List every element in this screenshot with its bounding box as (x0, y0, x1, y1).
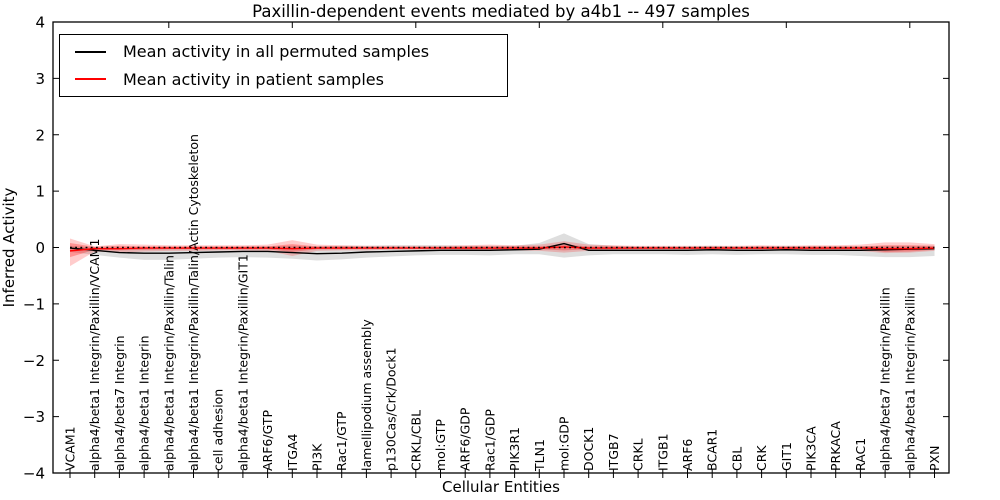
x-tick-label: alpha4/beta1 Integrin/Paxillin (902, 287, 917, 471)
x-tick-label: ITGB1 (655, 433, 670, 471)
y-tick-label: 4 (35, 14, 45, 32)
x-tick-label: TLN1 (532, 439, 547, 472)
x-tick-label: alpha4/beta1 Integrin/Paxillin/VCAM1 (87, 239, 102, 471)
x-tick-label: DOCK1 (581, 427, 596, 471)
y-tick-label: −4 (23, 465, 45, 483)
x-tick-label: ARF6/GTP (260, 410, 275, 471)
x-tick-label: PXN (927, 446, 942, 471)
chart-layer: VCAM1 alpha4/beta1 Integrin/Paxillin/VCAM… (23, 14, 950, 483)
x-tick-label: RAC1 (853, 438, 868, 471)
y-tick-label: −3 (23, 408, 45, 426)
x-tick-label: alpha4/beta1 Integrin (137, 335, 152, 471)
legend-item-permuted: Mean activity in all permuted samples (60, 38, 507, 66)
legend-label: Mean activity in patient samples (123, 69, 384, 89)
x-tick-label: alpha4/beta1 Integrin/Paxillin/Talin (161, 255, 176, 471)
x-tick-label: CRKL (631, 438, 646, 471)
y-tick-label: 1 (35, 183, 45, 201)
x-tick-label: CRKL/CBL (408, 410, 423, 471)
x-tick-label: mol:GDP (557, 416, 572, 471)
y-tick-label: 3 (35, 70, 45, 88)
x-tick-label: ITGA4 (285, 433, 300, 471)
x-tick-label: Rac1/GTP (334, 411, 349, 471)
y-axis-label: Inferred Activity (0, 187, 18, 307)
legend-line-swatch-patient (75, 78, 106, 81)
y-tick-label: −1 (23, 295, 45, 313)
series-line-permuted (69, 242, 935, 255)
band-patient-range-outer (70, 238, 935, 267)
x-axis-label: Cellular Entities (442, 478, 560, 496)
x-tick-label: cell adhesion (211, 389, 226, 471)
x-tick-label: CBL (729, 447, 744, 471)
legend-label: Mean activity in all permuted samples (123, 42, 430, 62)
x-tick-label: alpha4/beta1 Integrin/Paxillin/Talin/Act… (186, 134, 201, 471)
y-tick-label: 0 (35, 239, 45, 257)
y-tick-label: 2 (35, 126, 45, 144)
x-tick-label: BCAR1 (705, 429, 720, 471)
band-patient-range-inner (70, 242, 935, 258)
x-tick-label: alpha4/beta7 Integrin/Paxillin (878, 287, 893, 471)
x-tick-label: CRK (754, 445, 769, 471)
x-tick-label: ITGB7 (606, 433, 621, 471)
x-tick-label: Rac1/GDP (482, 409, 497, 471)
y-tick-label: −2 (23, 352, 45, 370)
x-tick-label: lamellipodium assembly (359, 319, 374, 471)
x-tick-label: PIK3CA (804, 426, 819, 471)
x-tick-label: PIK3R1 (507, 427, 522, 471)
x-tick-label: alpha4/beta1 Integrin/Paxillin/GIT1 (235, 254, 250, 471)
x-tick-label: p130Cas/Crk/Dock1 (384, 347, 399, 471)
legend-item-patient: Mean activity in patient samples (60, 66, 507, 94)
x-tick-label: GIT1 (779, 442, 794, 471)
x-tick-label: ARF6 (680, 439, 695, 471)
chart-title: Paxillin-dependent events mediated by a4… (252, 2, 750, 21)
x-tick-label: PI3K (310, 443, 325, 471)
legend-line-swatch-permuted (75, 50, 106, 53)
x-tick-label: alpha4/beta7 Integrin (112, 335, 127, 471)
legend: Mean activity in all permuted samples Me… (59, 34, 508, 97)
x-tick-label: PRKACA (828, 421, 843, 471)
x-tick-label: VCAM1 (63, 426, 78, 471)
x-tick-label: ARF6/GDP (458, 407, 473, 471)
x-tick-label: mol:GTP (433, 419, 448, 471)
